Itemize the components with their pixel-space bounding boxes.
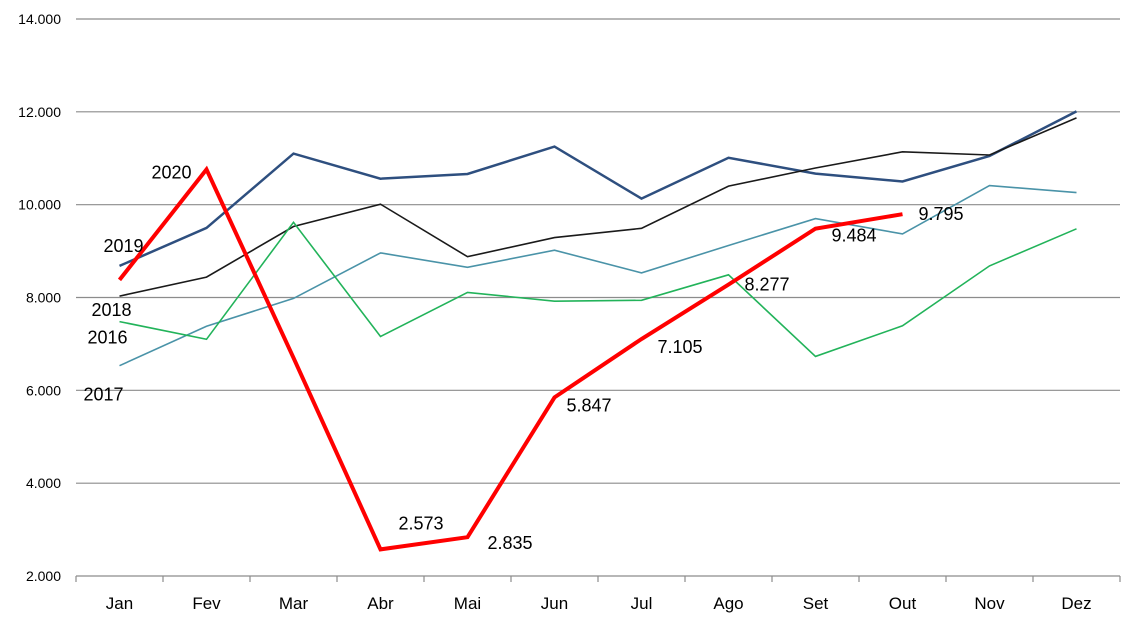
x-tick-label: Mai bbox=[454, 594, 481, 613]
data-label: 8.277 bbox=[745, 275, 790, 295]
series-layer bbox=[117, 110, 1078, 552]
data-label: 9.484 bbox=[832, 226, 877, 246]
series-name-label: 2020 bbox=[152, 162, 192, 182]
axis-layer: 2.000 4.000 6.000 8.000 10.000 12.000 14.000 Ja… bbox=[18, 11, 1121, 613]
x-tick-label: Jan bbox=[106, 594, 133, 613]
series-name-label: 2018 bbox=[92, 300, 132, 320]
data-label: 9.795 bbox=[919, 204, 964, 224]
series-line-2020 bbox=[117, 165, 903, 552]
y-tick-label: 2.000 bbox=[26, 568, 61, 584]
data-label: 7.105 bbox=[658, 337, 703, 357]
series-name-label: 2016 bbox=[88, 328, 128, 348]
x-tick-label: Dez bbox=[1061, 594, 1091, 613]
series-name-label: 2017 bbox=[84, 385, 124, 405]
series-line-2018 bbox=[119, 117, 1077, 297]
x-tick-label: Jun bbox=[541, 594, 568, 613]
series-name-label: 2019 bbox=[104, 236, 144, 256]
y-tick-label: 10.000 bbox=[18, 197, 61, 213]
x-tick-label: Jul bbox=[631, 594, 653, 613]
y-tick-label: 8.000 bbox=[26, 290, 61, 306]
series-line-2019 bbox=[118, 110, 1078, 268]
x-tick-label: Ago bbox=[713, 594, 743, 613]
x-tick-label: Out bbox=[889, 594, 917, 613]
data-label: 5.847 bbox=[567, 395, 612, 415]
data-label: 2.573 bbox=[399, 513, 444, 533]
x-tick-label: Nov bbox=[974, 594, 1005, 613]
grid-layer bbox=[76, 18, 1120, 577]
y-tick-label: 4.000 bbox=[26, 475, 61, 491]
x-tick-label: Abr bbox=[367, 594, 394, 613]
y-tick-label: 12.000 bbox=[18, 104, 61, 120]
data-label: 2.835 bbox=[488, 533, 533, 553]
series-line-2016 bbox=[119, 220, 1077, 358]
label-layer: 2019 2018 2017 2016 2020 2.573 2.835 5.847 7.105… bbox=[84, 162, 964, 553]
x-tick-label: Set bbox=[803, 594, 829, 613]
y-tick-label: 6.000 bbox=[26, 382, 61, 398]
x-tick-label: Fev bbox=[192, 594, 221, 613]
series-line-2017 bbox=[119, 184, 1077, 367]
x-tick-label: Mar bbox=[279, 594, 309, 613]
y-tick-label: 14.000 bbox=[18, 11, 61, 27]
